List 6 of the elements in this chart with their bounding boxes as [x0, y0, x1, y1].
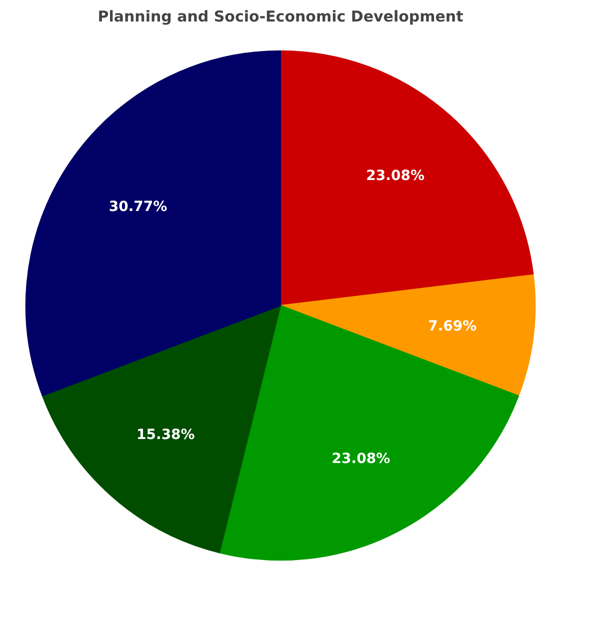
chart-title: Planning and Socio-Economic Development — [98, 8, 464, 26]
data-label: 23.08% — [366, 168, 424, 184]
data-label: 30.77% — [108, 199, 168, 216]
data-label: 23.08% — [332, 450, 390, 467]
data-label: 7.69% — [428, 318, 477, 334]
data-label: 15.38% — [136, 427, 195, 444]
